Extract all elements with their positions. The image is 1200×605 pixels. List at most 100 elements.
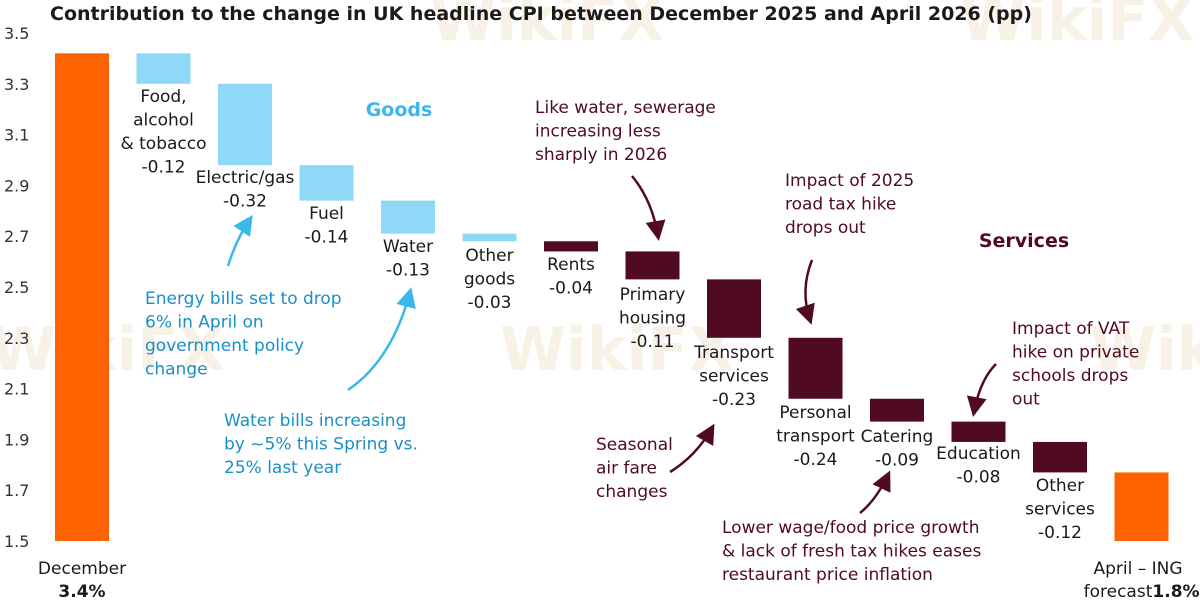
bar-step [707, 279, 761, 338]
annotation-energy: Energy bills set to drop [145, 289, 342, 309]
bar-step [218, 83, 272, 166]
step-value-label: -0.09 [875, 451, 919, 471]
step-label: Rents [547, 255, 595, 275]
step-value-label: -0.23 [712, 390, 756, 410]
watermark-text: WikiFX [0, 315, 224, 385]
bar-step [951, 421, 1006, 442]
bar-step [1033, 441, 1087, 473]
annotation-sewerage: sharply in 2026 [535, 145, 667, 165]
y-tick-label: 2.9 [4, 176, 29, 195]
annotation-vat: hike on private [1012, 343, 1139, 363]
annotation-roadtax: drops out [785, 218, 866, 238]
step-value-label: -0.24 [794, 450, 838, 470]
april-value: 1.8% [1152, 582, 1199, 602]
y-tick-label: 2.5 [4, 278, 29, 297]
annotation-vat: out [1012, 390, 1040, 410]
annotation-water: 25% last year [224, 458, 341, 478]
step-label: Transport [693, 343, 774, 363]
watermark-layer: WikiFX WikiFX WikiFX WikiFX WikiFX [0, 0, 1200, 385]
december-label: December [38, 559, 126, 579]
y-tick-label: 3.1 [4, 126, 29, 145]
y-tick-label: 3.3 [4, 75, 29, 94]
bars [55, 53, 1169, 541]
step-label: Other [465, 246, 513, 266]
step-value-label: -0.04 [549, 279, 593, 299]
step-label: alcohol [133, 111, 194, 131]
step-label: services [699, 367, 769, 387]
goods-heading: Goods [366, 99, 433, 121]
annotation-wage: restaurant price inflation [722, 565, 933, 585]
step-value-label: -0.13 [386, 261, 430, 281]
annotation-energy: government policy [145, 336, 304, 356]
annotation-roadtax: road tax hike [785, 195, 896, 215]
annotation-arrow [859, 470, 891, 514]
step-value-label: -0.32 [223, 192, 267, 212]
annotation-arrow [347, 287, 416, 392]
step-value-label: -0.14 [305, 228, 349, 248]
annotation-energy: change [145, 360, 208, 380]
chart-title: Contribution to the change in UK headlin… [50, 3, 1032, 25]
annotation-water: by ~5% this Spring vs. [224, 435, 418, 455]
services-heading: Services [979, 230, 1069, 252]
step-label: Fuel [309, 204, 344, 224]
step-label: housing [619, 309, 686, 329]
annotation-vat: schools drops [1012, 366, 1128, 386]
bar-step [136, 53, 191, 84]
bar-step [544, 241, 598, 252]
step-value-label: -0.12 [1038, 523, 1082, 543]
annotation-arrow [631, 175, 666, 241]
step-value-label: -0.08 [957, 468, 1001, 488]
bar-step [625, 251, 680, 280]
annotation-sewerage: Like water, sewerage [535, 98, 716, 118]
bar-step [299, 165, 354, 201]
annotation-energy: 6% in April on [145, 313, 264, 333]
annotation-arrows [226, 175, 997, 514]
y-tick-label: 2.3 [4, 329, 29, 348]
annotation-airfare: air fare [596, 459, 657, 479]
step-label: Other [1036, 476, 1084, 496]
bar-step [870, 398, 924, 422]
annotations: Energy bills set to drop 6% in April on go… [145, 98, 1139, 585]
y-tick-label: 1.9 [4, 430, 29, 449]
step-value-label: -0.12 [142, 158, 186, 178]
annotation-airfare: Seasonal [596, 435, 673, 455]
step-label: Primary [620, 285, 686, 305]
bar-step [788, 337, 843, 399]
april-label-forecast: forecast [1084, 582, 1153, 602]
annotation-arrow [795, 259, 815, 325]
annotation-wage: & lack of fresh tax hikes eases [722, 542, 981, 562]
step-label: Education [936, 444, 1021, 464]
y-tick-label: 2.7 [4, 227, 29, 246]
annotation-arrow [226, 214, 253, 267]
annotation-vat: Impact of VAT [1012, 319, 1130, 339]
december-value: 3.4% [58, 582, 105, 602]
step-value-label: -0.03 [468, 293, 512, 313]
step-label: services [1025, 500, 1095, 520]
y-tick-label: 2.1 [4, 380, 29, 399]
annotation-arrow [966, 363, 997, 417]
step-label: Electric/gas [196, 168, 295, 188]
annotation-sewerage: increasing less [535, 122, 661, 142]
bar-labels: Food, alcohol & tobacco -0.12 Electric/gas -0… [38, 87, 1200, 602]
annotation-water: Water bills increasing [224, 411, 406, 431]
watermark-text: WikiFX [500, 315, 734, 385]
step-label: Catering [861, 427, 934, 447]
step-label: goods [464, 270, 515, 290]
bar-step [462, 233, 517, 242]
step-label: transport [776, 427, 855, 447]
y-axis: 3.5 3.3 3.1 2.9 2.7 2.5 2.3 2.1 1.9 1.7 1.5 [4, 24, 29, 551]
bar-april-forecast [1114, 472, 1169, 541]
watermark-text: WikiFX [960, 0, 1194, 55]
april-label: April – ING [1093, 559, 1182, 579]
watermark-text: WikiFX [430, 0, 664, 55]
step-label: Personal [779, 403, 851, 423]
watermark-text: WikiFX [1090, 315, 1200, 385]
annotation-airfare: changes [596, 482, 668, 502]
bar-december [55, 53, 109, 541]
step-value-label: -0.11 [631, 332, 675, 352]
annotation-roadtax: Impact of 2025 [785, 171, 914, 191]
step-label: & tobacco [120, 134, 206, 154]
y-tick-label: 3.5 [4, 24, 29, 43]
annotation-wage: Lower wage/food price growth [722, 518, 979, 538]
